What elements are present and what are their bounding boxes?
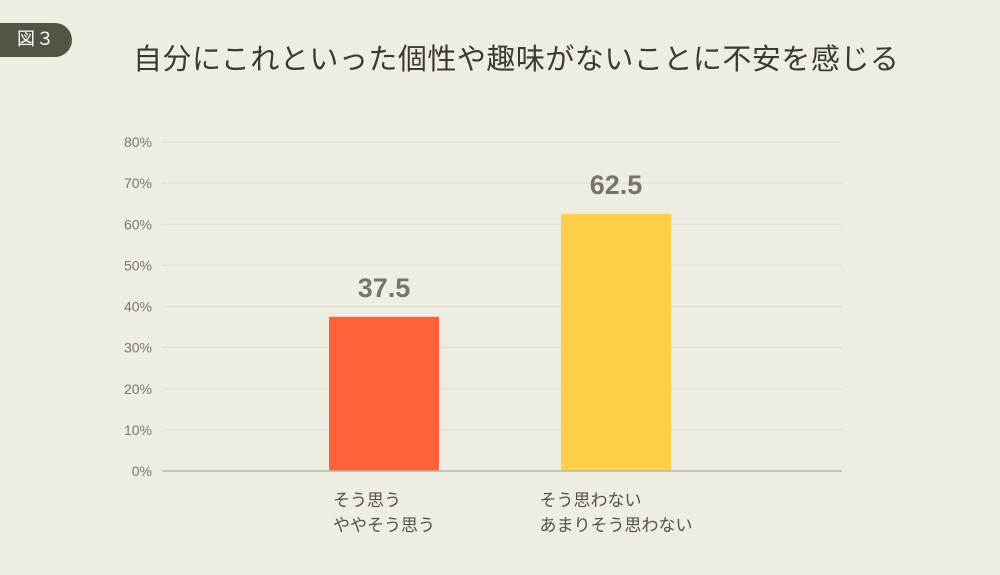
- data-label-2: 62.5: [590, 170, 643, 200]
- y-tick-label: 60%: [124, 216, 152, 232]
- chart-title: 自分にこれといった個性や趣味がないことに不安を感じる: [133, 42, 900, 77]
- category-label-2-line-2: あまりそう思わない: [540, 516, 693, 536]
- data-label-1: 37.5: [358, 273, 411, 303]
- bar-1: [329, 316, 439, 471]
- y-axis-ticks: 0% 10% 20% 30% 40% 50% 60% 70% 80%: [124, 134, 152, 479]
- y-tick-label: 0%: [132, 463, 152, 479]
- bars: [329, 213, 671, 471]
- y-tick-label: 20%: [124, 381, 152, 397]
- y-tick-label: 80%: [124, 134, 152, 150]
- y-tick-label: 50%: [124, 257, 152, 273]
- category-label-1-line-2: ややそう思う: [333, 516, 435, 536]
- gridlines: [162, 141, 842, 431]
- y-tick-label: 10%: [124, 422, 152, 438]
- data-labels: 37.5 62.5: [358, 170, 643, 303]
- y-tick-label: 30%: [124, 340, 152, 356]
- figure-number-badge: 図３: [0, 23, 72, 57]
- y-tick-label: 40%: [124, 299, 152, 315]
- category-label-2-line-1: そう思わない: [540, 491, 642, 511]
- category-label-1-line-1: そう思う: [333, 491, 401, 511]
- y-tick-label: 70%: [124, 175, 152, 191]
- bar-2: [561, 213, 671, 471]
